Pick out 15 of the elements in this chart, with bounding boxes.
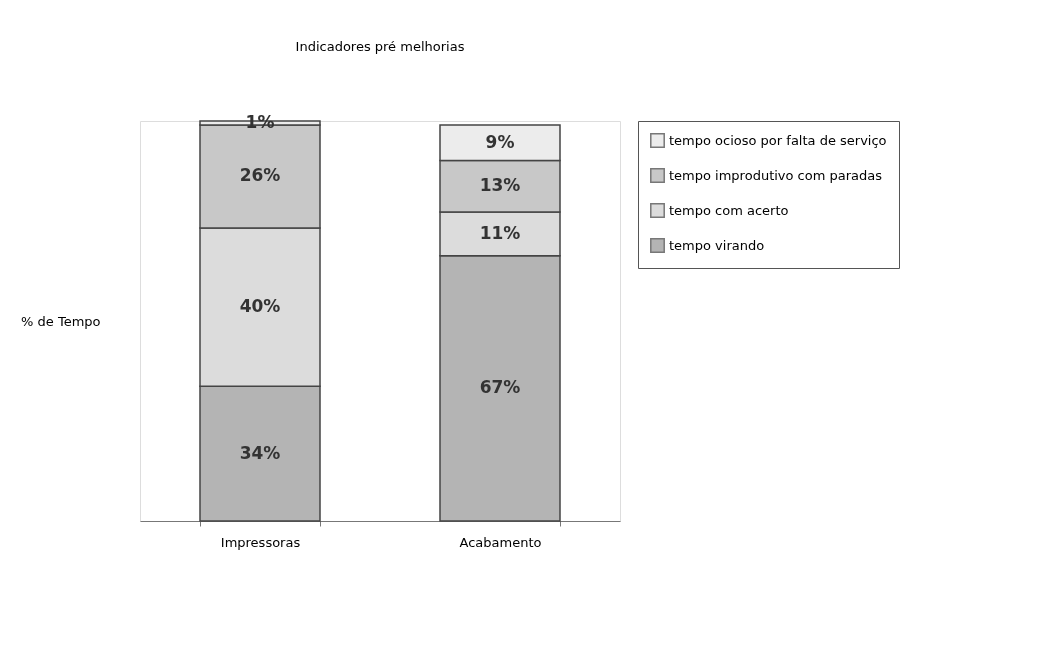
- legend-label: tempo com acerto: [669, 202, 789, 218]
- chart-title: Indicadores pré melhorias: [295, 38, 465, 54]
- data-label: 67%: [479, 377, 521, 398]
- data-label: 11%: [479, 222, 521, 243]
- data-label: 34%: [239, 442, 281, 463]
- legend-label: tempo ocioso por falta de serviço: [669, 132, 887, 148]
- legend-label: tempo virando: [669, 237, 765, 253]
- legend-label: tempo improdutivo com paradas: [669, 167, 883, 183]
- data-label: 26%: [239, 165, 281, 186]
- x-tick-label: Acabamento: [459, 534, 542, 550]
- data-label: 40%: [239, 296, 281, 317]
- x-tick-label: Impressoras: [220, 534, 301, 550]
- y-axis-title: % de Tempo: [21, 313, 101, 329]
- data-label: 13%: [479, 175, 521, 196]
- data-label: 9%: [485, 131, 515, 152]
